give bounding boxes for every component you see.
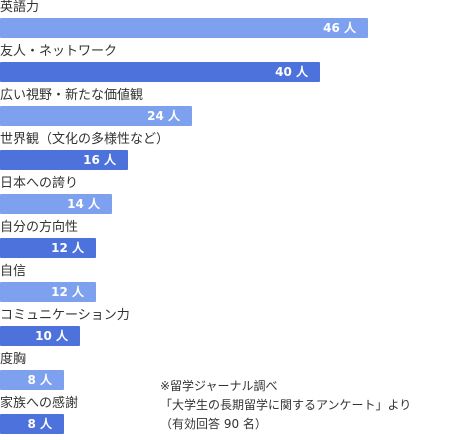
category-label: 日本への誇り (0, 176, 79, 191)
bar-row: 友人・ネットワーク 40 人 (0, 44, 450, 88)
bar-value-label: 40 人 (275, 65, 308, 79)
bar-row: 家族への感謝 8 人 (0, 396, 450, 440)
category-label: 友人・ネットワーク (0, 44, 118, 59)
source-note-line-1: ※留学ジャーナル調べ (160, 379, 278, 393)
bar-row: コミュニケーション力 10 人 (0, 308, 450, 352)
category-label: コミュニケーション力 (0, 308, 130, 323)
bar-value-label: 8 人 (27, 373, 52, 387)
bar: 46 人 (0, 18, 368, 38)
bar-row: 世界観（文化の多様性など） 16 人 (0, 132, 450, 176)
bar: 8 人 (0, 370, 64, 390)
bar: 8 人 (0, 414, 64, 434)
bar-row: 英語力 46 人 (0, 0, 450, 44)
bar-row: 自分の方向性 12 人 (0, 220, 450, 264)
bar: 12 人 (0, 238, 96, 258)
source-note-line-2: 「大学生の長期留学に関するアンケート」より (160, 398, 412, 412)
bar: 40 人 (0, 62, 320, 82)
source-note-line-3: （有効回答 90 名） (160, 417, 267, 431)
category-label: 自信 (0, 264, 27, 279)
bar-value-label: 12 人 (51, 285, 84, 299)
bar-value-label: 16 人 (83, 153, 116, 167)
bar-row: 広い視野・新たな価値観 24 人 (0, 88, 450, 132)
category-label: 広い視野・新たな価値観 (0, 88, 144, 103)
bar-value-label: 12 人 (51, 241, 84, 255)
bar-row: 度胸 8 人 (0, 352, 450, 396)
bar: 12 人 (0, 282, 96, 302)
bar: 14 人 (0, 194, 112, 214)
category-label: 自分の方向性 (0, 220, 79, 235)
bar-row: 日本への誇り 14 人 (0, 176, 450, 220)
category-label: 家族への感謝 (0, 396, 79, 411)
bar: 10 人 (0, 326, 80, 346)
bar-value-label: 14 人 (67, 197, 100, 211)
bar: 24 人 (0, 106, 192, 126)
bar-row: 自信 12 人 (0, 264, 450, 308)
bar-value-label: 8 人 (27, 417, 52, 431)
bar-value-label: 46 人 (323, 21, 356, 35)
category-label: 世界観（文化の多様性など） (0, 132, 170, 147)
bar-value-label: 10 人 (35, 329, 68, 343)
category-label: 度胸 (0, 352, 27, 367)
category-label: 英語力 (0, 0, 40, 15)
bar: 16 人 (0, 150, 128, 170)
source-note: ※留学ジャーナル調べ 「大学生の長期留学に関するアンケート」より （有効回答 9… (160, 377, 448, 434)
bar-value-label: 24 人 (147, 109, 180, 123)
